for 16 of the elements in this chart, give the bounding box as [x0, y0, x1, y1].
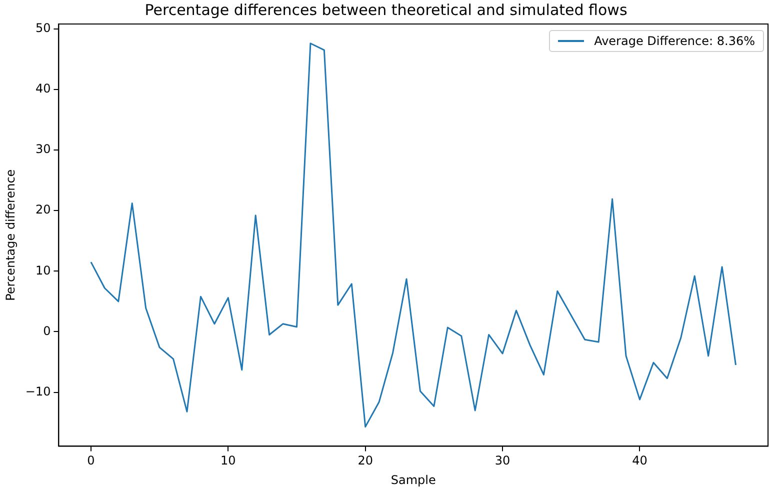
x-tick-label: 40	[632, 454, 648, 468]
legend-label: Average Difference: 8.36%	[594, 34, 755, 48]
y-tick-label: 50	[35, 20, 51, 35]
y-axis-title: Percentage difference	[3, 169, 18, 301]
x-tick-label: 0	[87, 454, 95, 468]
chart-title: Percentage differences between theoretical and simulated flows	[144, 0, 628, 19]
x-axis-title: Sample	[390, 472, 436, 487]
y-tick-label: 10	[35, 263, 51, 278]
x-tick-label: 10	[220, 454, 236, 468]
y-tick-label: −10	[25, 384, 51, 398]
y-tick-label: 30	[35, 142, 51, 156]
y-tick-label: 0	[43, 324, 51, 338]
y-tick-label: 20	[35, 202, 51, 217]
y-tick-label: 40	[35, 82, 51, 96]
x-tick-label: 20	[358, 454, 373, 468]
x-tick-label: 30	[494, 454, 510, 468]
